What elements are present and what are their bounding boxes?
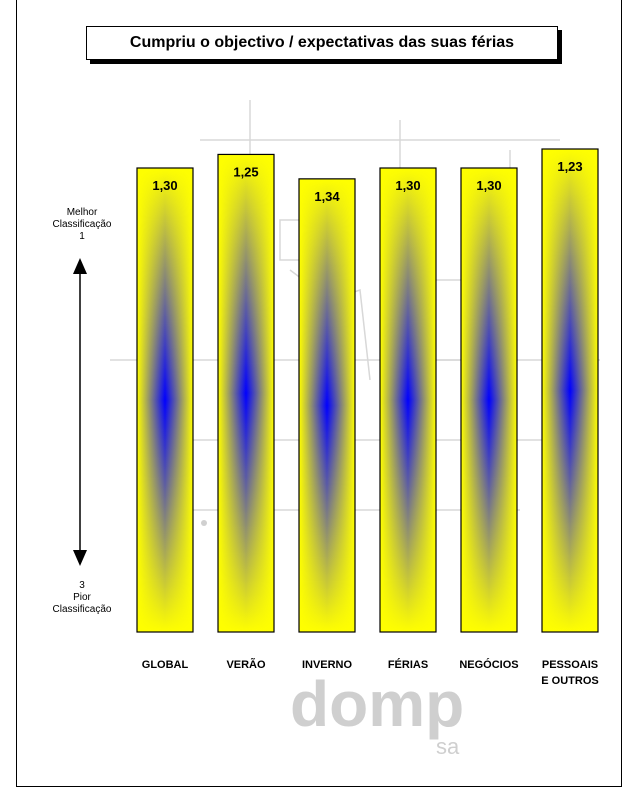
scale-bottom-line-3: Classificação [52, 604, 112, 615]
category-label-5-0: PESSOAIS [542, 659, 598, 671]
category-label-4: NEGÓCIOS [459, 658, 518, 671]
bar-outline-3 [379, 167, 437, 633]
scale-bottom-label: 3 Pior Classificação [40, 580, 124, 616]
chart-title: Cumpriu o objectivo / expectativas das s… [86, 26, 558, 60]
scale-top-line-2: Classificação [52, 219, 112, 230]
scale-top-label: Melhor Classificação 1 [40, 207, 124, 243]
bar-value-label-0: 1,30 [152, 178, 177, 193]
bar-value-label-1: 1,25 [233, 164, 258, 179]
bar-outline-2 [298, 178, 356, 633]
category-label-1: VERÃO [226, 658, 266, 671]
bar-value-label-4: 1,30 [476, 178, 501, 193]
category-label-0: GLOBAL [142, 659, 189, 671]
bar-outline-1 [217, 153, 275, 633]
domp-logo: domp sa [290, 668, 464, 758]
scale-bottom-line-1: 3 [79, 580, 85, 591]
scale-top-line-1: Melhor [66, 207, 98, 218]
scale-top-line-3: 1 [79, 231, 85, 242]
category-label-5-1: E OUTROS [541, 675, 598, 687]
bar-value-label-5: 1,23 [557, 159, 582, 174]
bar-outline-5 [541, 148, 599, 633]
logo-sub-text: sa [436, 734, 460, 758]
scale-arrow [73, 258, 87, 566]
bar-value-label-3: 1,30 [395, 178, 420, 193]
bar-outline-4 [460, 167, 518, 633]
bar-outline-0 [136, 167, 194, 633]
bar-value-label-2: 1,34 [314, 189, 340, 204]
page-frame [16, 0, 622, 787]
category-label-3: FÉRIAS [388, 658, 428, 671]
logo-main-text: domp [290, 668, 464, 740]
scale-bottom-line-2: Pior [73, 592, 91, 603]
category-label-2: INVERNO [302, 659, 353, 671]
